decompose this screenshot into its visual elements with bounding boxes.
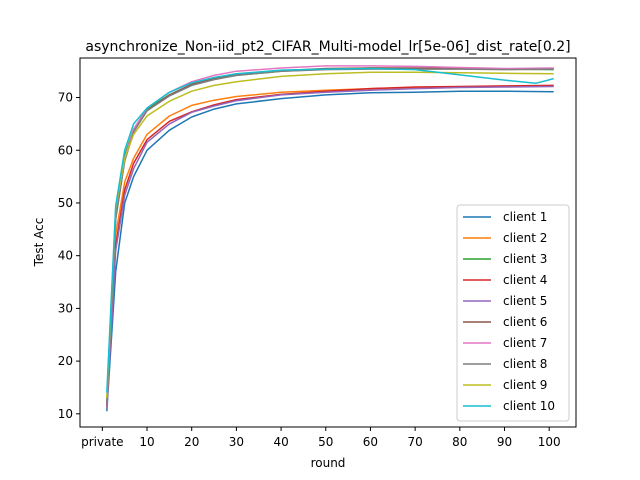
series-line-client-1 [106,90,554,412]
y-tick-label: 20 [58,354,73,368]
x-tick-label: 100 [538,435,561,449]
x-tick-label: 10 [139,435,154,449]
legend-label: client 10 [503,399,555,413]
series-line-client-4 [106,84,554,406]
y-tick-label: 60 [58,143,73,157]
x-tick-label: 60 [363,435,378,449]
x-tick-label: private [81,435,123,449]
y-tick-label: 30 [58,301,73,315]
x-tick-label: 20 [184,435,199,449]
series-line-client-10 [106,67,554,393]
legend-label: client 7 [503,336,547,350]
y-axis-label: Test Acc [32,218,46,268]
legend-label: client 2 [503,231,547,245]
y-tick-label: 70 [58,91,73,105]
x-tick-label: 50 [318,435,333,449]
legend-label: client 1 [503,210,547,224]
x-tick-label: 70 [407,435,422,449]
y-tick-label: 40 [58,249,73,263]
x-tick-label: 90 [497,435,512,449]
legend-label: client 4 [503,273,547,287]
x-axis: private 10 20 30 40 50 60 70 80 90 100 [81,427,561,449]
legend: client 1 client 2 client 3 client 4 client 5… [456,204,570,422]
legend-label: client 5 [503,294,547,308]
series-lines [106,65,554,412]
legend-label: client 8 [503,357,547,371]
x-axis-label: round [311,456,346,470]
legend-label: client 9 [503,378,547,392]
y-axis: 10 20 30 40 50 60 70 [58,91,80,421]
series-line-client-5 [106,85,554,409]
plot-frame [79,57,577,428]
y-tick-label: 10 [58,407,73,421]
x-tick-label: 80 [452,435,467,449]
chart-title: asynchronize_Non-iid_pt2_CIFAR_Multi-mod… [85,39,570,55]
legend-label: client 6 [503,315,547,329]
y-tick-label: 50 [58,196,73,210]
legend-label: client 3 [503,252,547,266]
x-tick-label: 40 [273,435,288,449]
series-line-client-7 [106,65,554,404]
x-tick-label: 30 [229,435,244,449]
